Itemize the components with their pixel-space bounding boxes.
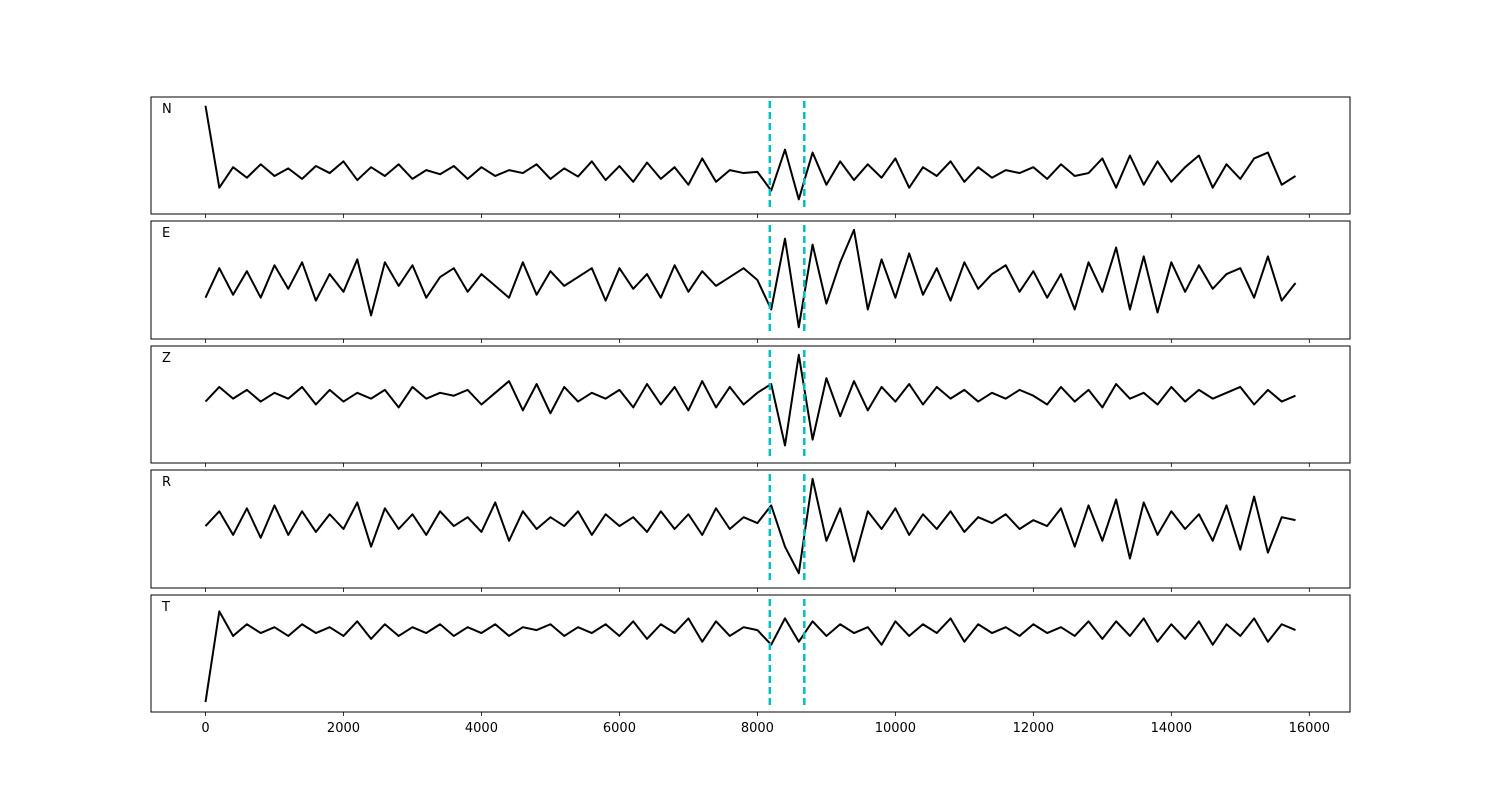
x-tick-label: 2000 <box>327 721 360 736</box>
x-tick-label: 8000 <box>741 721 774 736</box>
panel-frame <box>150 220 1351 340</box>
panel-label: N <box>162 102 172 117</box>
panel-label: E <box>162 226 170 241</box>
panel-frame <box>150 96 1351 215</box>
panel-frame <box>150 469 1351 589</box>
x-tick-label: 16000 <box>1289 721 1330 736</box>
trace <box>204 477 1296 575</box>
x-tick-label: 0 <box>201 721 209 736</box>
x-tick-label: 14000 <box>1151 721 1192 736</box>
panel-frame <box>150 345 1351 464</box>
trace <box>204 353 1296 447</box>
x-tick-label: 10000 <box>875 721 916 736</box>
trace <box>204 228 1297 329</box>
panel-label: R <box>162 475 171 490</box>
x-tick-label: 4000 <box>465 721 498 736</box>
x-tick-label: 12000 <box>1013 721 1054 736</box>
trace <box>204 610 1296 703</box>
trace <box>204 105 1297 201</box>
x-tick-label: 6000 <box>603 721 636 736</box>
panel-label: Z <box>162 351 171 366</box>
panel-frame <box>150 594 1351 713</box>
panel-label: T <box>161 600 170 615</box>
